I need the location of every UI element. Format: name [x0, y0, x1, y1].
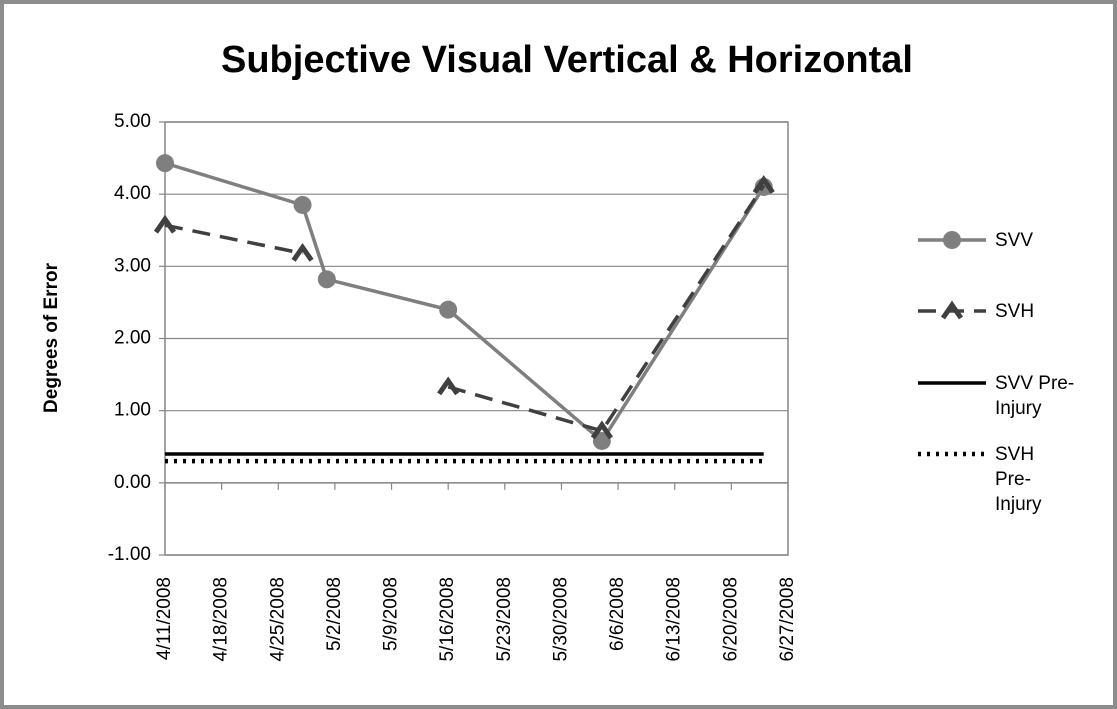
x-tick-label: 6/6/2008	[607, 577, 628, 651]
y-tick-label: 1.00	[114, 400, 151, 421]
data-point	[439, 300, 458, 319]
y-tick-label: 4.00	[114, 183, 151, 204]
legend-label: SVV	[995, 230, 1034, 251]
x-tick-label: 4/11/2008	[154, 577, 175, 660]
x-tick-label: 5/23/2008	[494, 577, 515, 662]
y-tick-label: 3.00	[114, 255, 151, 276]
chart-title: Subjective Visual Vertical & Horizontal	[221, 39, 913, 81]
legend-marker	[943, 231, 961, 249]
x-tick-label: 4/25/2008	[267, 577, 288, 662]
data-point	[752, 175, 775, 194]
data-point	[156, 154, 174, 173]
x-tick-label: 4/18/2008	[211, 577, 232, 662]
y-axis-title: Degrees of Error	[41, 262, 62, 413]
data-point	[590, 420, 613, 440]
y-tick-label: 0.00	[114, 472, 151, 493]
x-tick-label: 5/30/2008	[550, 577, 571, 662]
x-tick-label: 5/2/2008	[324, 577, 345, 651]
data-point	[291, 242, 314, 262]
data-point	[153, 214, 177, 234]
series-line	[164, 223, 303, 256]
legend-label: SVH Pre-Injury	[995, 444, 1042, 515]
y-tick-label: 2.00	[114, 328, 151, 349]
data-point	[437, 376, 460, 396]
legend-label: SVH	[995, 301, 1035, 322]
legend-marker	[940, 300, 964, 320]
series-line	[164, 161, 766, 444]
data-point	[592, 431, 611, 450]
x-tick-label: 6/27/2008	[777, 577, 798, 662]
x-tick-label: 6/13/2008	[664, 577, 685, 662]
y-tick-label: -1.00	[108, 544, 151, 565]
y-tick-label: 5.00	[114, 111, 151, 132]
data-point	[293, 195, 312, 214]
x-tick-label: 5/16/2008	[437, 577, 458, 662]
x-tick-label: 6/20/2008	[720, 577, 741, 662]
x-tick-label: 5/9/2008	[381, 577, 402, 651]
data-point	[317, 270, 336, 289]
legend-label: SVV Pre-Injury	[995, 373, 1075, 419]
